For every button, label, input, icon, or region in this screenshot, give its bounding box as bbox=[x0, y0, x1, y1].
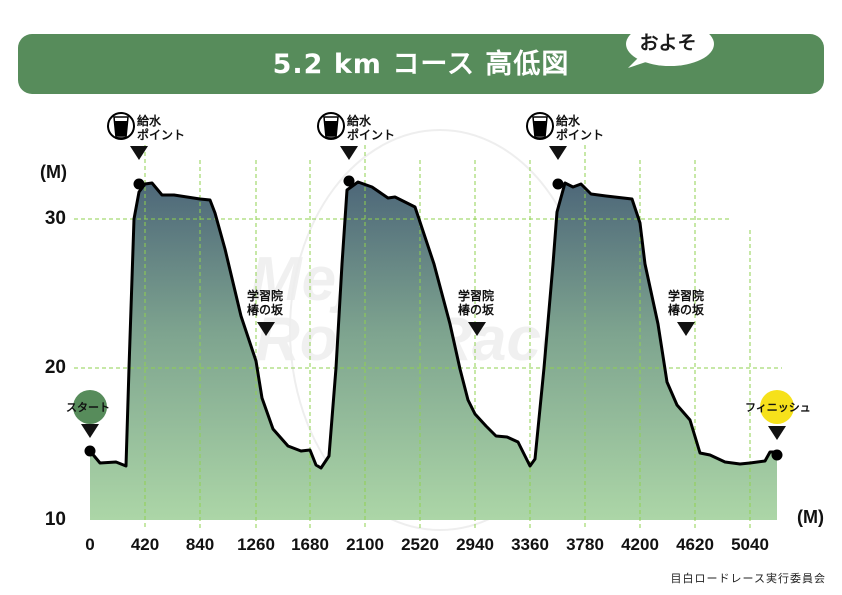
water-cup-icon bbox=[107, 112, 135, 140]
water-point-label-1: 給水 ポイント bbox=[137, 114, 186, 142]
water-point-dot-1 bbox=[133, 178, 145, 190]
finish-badge bbox=[760, 390, 794, 424]
start-point-dot bbox=[84, 445, 96, 457]
speech-bubble-icon bbox=[626, 22, 714, 68]
y-tick-30: 30 bbox=[44, 208, 66, 229]
y-tick-10: 10 bbox=[44, 509, 66, 530]
x-tick: 1680 bbox=[291, 535, 329, 554]
y-axis-unit: (M) bbox=[40, 162, 67, 182]
x-tick: 2940 bbox=[456, 535, 494, 554]
x-tick: 0 bbox=[85, 535, 95, 554]
water-cup-icon bbox=[317, 112, 345, 140]
x-tick: 4620 bbox=[676, 535, 714, 554]
x-tick: 3360 bbox=[511, 535, 549, 554]
water-point-dot-3 bbox=[552, 178, 564, 190]
slope-label-3: 学習院 椿の坂 bbox=[668, 289, 705, 317]
water-point-label-3: 給水 ポイント bbox=[556, 114, 605, 142]
x-axis-unit: (M) bbox=[797, 507, 824, 527]
grid bbox=[74, 145, 782, 530]
x-tick: 4200 bbox=[621, 535, 659, 554]
finish-point-dot bbox=[771, 449, 783, 461]
x-tick: 5040 bbox=[731, 535, 769, 554]
slope-label-2: 学習院 椿の坂 bbox=[458, 289, 495, 317]
x-tick: 2100 bbox=[346, 535, 384, 554]
x-tick: 2520 bbox=[401, 535, 439, 554]
x-tick: 420 bbox=[130, 535, 160, 554]
page-title: 5.2 km コース 高低図 bbox=[272, 49, 570, 80]
marker-arrows bbox=[81, 146, 786, 440]
footer-credit: 目白ロードレース実行委員会 bbox=[670, 572, 826, 585]
x-tick: 840 bbox=[185, 535, 215, 554]
x-tick: 3780 bbox=[566, 535, 604, 554]
bubble-text: およそ bbox=[639, 32, 697, 54]
start-label: スタート bbox=[66, 401, 110, 414]
elevation-line bbox=[88, 180, 777, 470]
water-point-dot-2 bbox=[343, 175, 355, 187]
start-badge bbox=[73, 390, 107, 424]
x-tick: 1260 bbox=[237, 535, 275, 554]
elevation-area bbox=[90, 182, 777, 520]
water-point-label-2: 給水 ポイント bbox=[347, 114, 396, 142]
water-cup-icon bbox=[526, 112, 554, 140]
y-tick-20: 20 bbox=[44, 357, 66, 378]
finish-label: フィニッシュ bbox=[745, 401, 811, 414]
slope-label-1: 学習院 椿の坂 bbox=[247, 289, 284, 317]
